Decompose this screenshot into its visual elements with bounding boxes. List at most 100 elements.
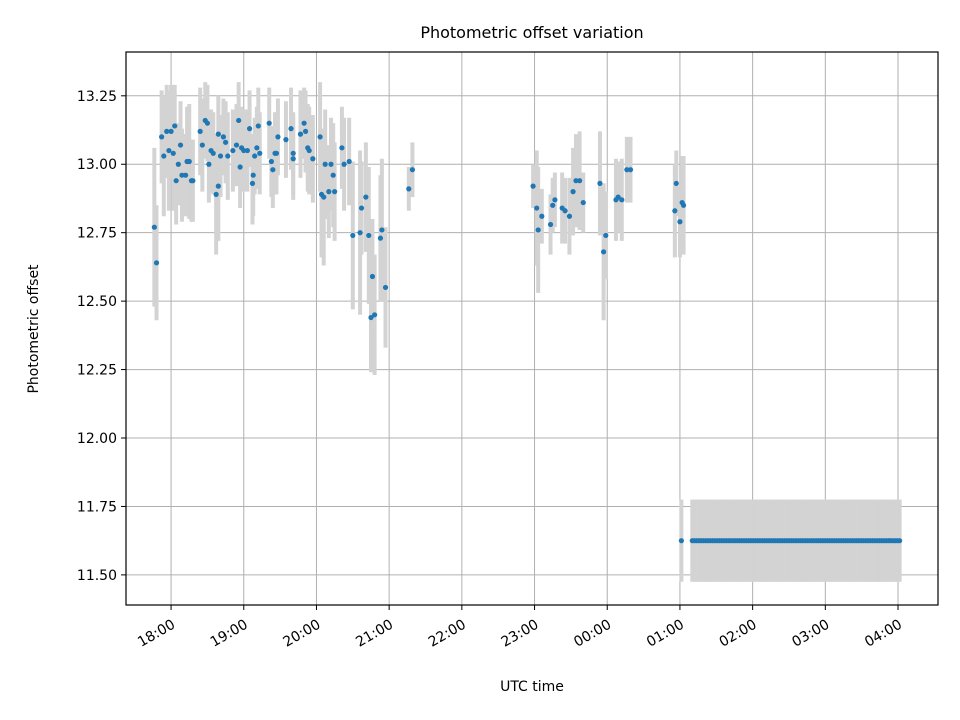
data-point bbox=[254, 145, 260, 151]
data-point bbox=[535, 227, 541, 233]
data-point bbox=[173, 178, 179, 184]
data-point bbox=[217, 153, 224, 159]
x-tick-label: 23:00 bbox=[499, 617, 542, 651]
data-point bbox=[530, 183, 536, 189]
data-point bbox=[170, 150, 176, 156]
data-point bbox=[346, 158, 352, 165]
x-tick-label: 21:00 bbox=[353, 617, 396, 651]
data-point bbox=[236, 117, 242, 124]
data-point bbox=[624, 167, 630, 173]
data-point bbox=[673, 180, 679, 187]
data-point bbox=[237, 164, 243, 170]
data-point bbox=[379, 227, 385, 233]
data-point bbox=[213, 191, 219, 197]
data-point bbox=[597, 180, 603, 187]
data-point bbox=[382, 284, 389, 291]
y-tick-label: 12.00 bbox=[77, 431, 117, 447]
data-point bbox=[570, 189, 576, 195]
x-tick-label: 18:00 bbox=[135, 617, 178, 651]
data-point bbox=[266, 120, 272, 126]
x-axis: 18:00 19:00 20:00 21:00 22:00 23:00 00:00 01:00… bbox=[135, 605, 905, 651]
data-point bbox=[627, 167, 634, 173]
data-point bbox=[377, 235, 384, 241]
data-point bbox=[677, 219, 683, 225]
data-point bbox=[230, 147, 236, 154]
data-point bbox=[283, 137, 289, 143]
data-point bbox=[270, 167, 276, 173]
x-tick-label: 01:00 bbox=[644, 617, 687, 651]
data-point bbox=[222, 139, 229, 145]
data-point bbox=[172, 123, 178, 129]
data-point bbox=[241, 147, 247, 154]
data-point bbox=[332, 189, 338, 195]
data-point bbox=[233, 142, 240, 148]
y-tick-label: 11.75 bbox=[77, 499, 117, 515]
data-point bbox=[406, 186, 412, 192]
data-point bbox=[539, 213, 545, 219]
data-point bbox=[151, 224, 157, 230]
data-point bbox=[573, 178, 579, 184]
y-axis: 11.50 11.75 12.00 12.25 12.50 12.75 13.00 13.25 bbox=[77, 89, 126, 584]
data-point bbox=[680, 202, 687, 208]
data-point bbox=[206, 161, 212, 167]
data-point bbox=[166, 147, 172, 154]
y-tick-label: 12.50 bbox=[77, 294, 117, 310]
data-point bbox=[306, 147, 312, 154]
chart-title: Photometric offset variation bbox=[420, 23, 643, 42]
data-point bbox=[321, 194, 327, 200]
data-point bbox=[244, 147, 251, 154]
data-point bbox=[357, 230, 363, 236]
data-point bbox=[310, 156, 316, 162]
data-point bbox=[168, 128, 174, 134]
data-point bbox=[190, 178, 196, 184]
data-point bbox=[288, 126, 294, 132]
data-point bbox=[220, 134, 227, 140]
data-point bbox=[215, 183, 221, 189]
data-point bbox=[199, 142, 205, 148]
data-point bbox=[246, 126, 253, 132]
y-tick-label: 13.25 bbox=[77, 89, 117, 105]
data-point bbox=[257, 150, 263, 156]
data-point bbox=[175, 161, 181, 167]
data-point bbox=[358, 205, 365, 211]
data-point bbox=[249, 180, 256, 187]
data-point bbox=[672, 208, 678, 214]
data-point bbox=[161, 153, 167, 159]
y-tick-label: 12.25 bbox=[77, 363, 117, 379]
data-point bbox=[552, 197, 558, 203]
data-point bbox=[164, 128, 170, 134]
x-axis-label: UTC time bbox=[500, 679, 564, 695]
data-point bbox=[204, 120, 211, 126]
data-point bbox=[363, 194, 369, 200]
data-point bbox=[153, 260, 160, 266]
data-point bbox=[301, 120, 307, 126]
data-point bbox=[372, 312, 378, 318]
data-point bbox=[368, 314, 374, 321]
data-point bbox=[225, 153, 231, 159]
data-point bbox=[197, 128, 203, 134]
data-point bbox=[302, 128, 309, 134]
y-axis-label: Photometric offset bbox=[26, 264, 42, 394]
data-point bbox=[322, 161, 328, 167]
x-tick-label: 02:00 bbox=[717, 617, 760, 651]
data-points bbox=[151, 117, 903, 544]
y-tick-label: 13.00 bbox=[77, 157, 117, 173]
data-point bbox=[619, 197, 625, 203]
data-point bbox=[177, 142, 184, 148]
data-point bbox=[252, 153, 258, 159]
data-point bbox=[215, 131, 221, 137]
y-tick-label: 11.50 bbox=[77, 568, 117, 584]
data-point bbox=[250, 172, 256, 178]
data-point bbox=[268, 158, 274, 165]
data-point bbox=[566, 213, 573, 219]
data-point bbox=[603, 232, 609, 239]
data-point bbox=[369, 273, 376, 280]
data-point bbox=[290, 156, 296, 162]
data-point bbox=[328, 161, 334, 167]
data-point bbox=[290, 150, 296, 156]
data-point bbox=[547, 221, 554, 228]
x-tick-label: 04:00 bbox=[862, 617, 905, 651]
data-point bbox=[350, 232, 356, 239]
x-tick-label: 19:00 bbox=[208, 617, 251, 651]
